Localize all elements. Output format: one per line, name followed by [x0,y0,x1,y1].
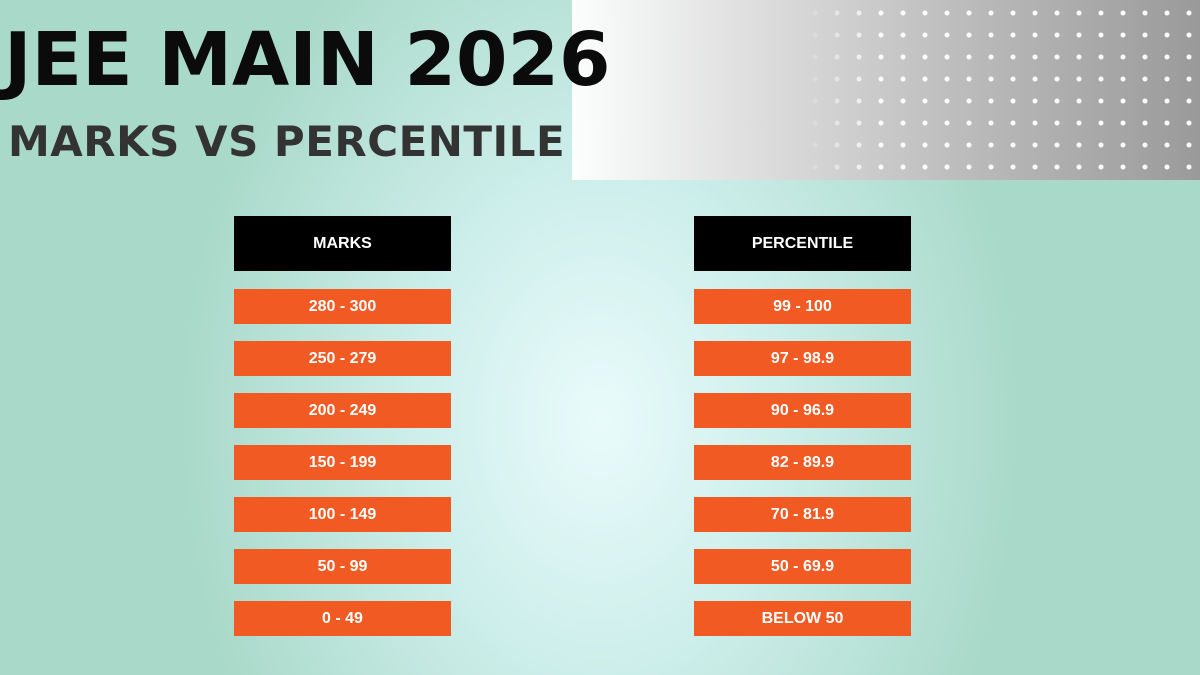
percentile-cell: 99 - 100 [694,289,911,324]
percentile-cell: 97 - 98.9 [694,341,911,376]
marks-cell: 0 - 49 [234,601,451,636]
marks-header: MARKS [234,216,451,271]
percentile-cell: BELOW 50 [694,601,911,636]
percentile-cell: 50 - 69.9 [694,549,911,584]
decorative-dot-pattern [800,0,1200,180]
marks-cell: 100 - 149 [234,497,451,532]
percentile-column: PERCENTILE 99 - 100 97 - 98.9 90 - 96.9 … [694,216,911,636]
marks-cell: 250 - 279 [234,341,451,376]
page-title: JEE MAIN 2026 [4,17,611,103]
page-subtitle: MARKS VS PERCENTILE [8,117,566,166]
marks-cell: 50 - 99 [234,549,451,584]
percentile-cell: 82 - 89.9 [694,445,911,480]
percentile-cell: 90 - 96.9 [694,393,911,428]
percentile-header: PERCENTILE [694,216,911,271]
percentile-cell: 70 - 81.9 [694,497,911,532]
marks-column: MARKS 280 - 300 250 - 279 200 - 249 150 … [234,216,451,636]
marks-cell: 280 - 300 [234,289,451,324]
marks-cell: 150 - 199 [234,445,451,480]
marks-cell: 200 - 249 [234,393,451,428]
